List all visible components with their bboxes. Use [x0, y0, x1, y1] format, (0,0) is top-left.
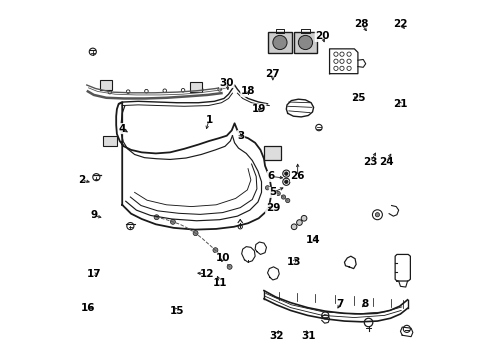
Circle shape	[272, 35, 286, 50]
Text: 7: 7	[336, 299, 343, 309]
FancyBboxPatch shape	[293, 32, 317, 54]
Text: 23: 23	[362, 157, 377, 167]
Circle shape	[298, 35, 312, 50]
Text: 25: 25	[350, 94, 365, 103]
FancyBboxPatch shape	[264, 146, 280, 160]
Circle shape	[212, 248, 218, 253]
Text: 5: 5	[269, 188, 276, 197]
Text: 29: 29	[265, 203, 280, 213]
FancyBboxPatch shape	[189, 82, 202, 92]
Text: 21: 21	[392, 99, 407, 109]
Circle shape	[226, 264, 232, 269]
Circle shape	[270, 188, 274, 192]
Circle shape	[291, 224, 296, 230]
Text: 11: 11	[212, 278, 226, 288]
Text: 32: 32	[268, 331, 283, 341]
Circle shape	[276, 192, 280, 195]
Circle shape	[154, 215, 159, 220]
Text: 30: 30	[219, 77, 234, 87]
Circle shape	[301, 215, 306, 221]
Text: 3: 3	[237, 131, 244, 141]
Text: 24: 24	[378, 157, 393, 167]
Text: 6: 6	[267, 171, 274, 181]
Text: 15: 15	[169, 306, 184, 316]
Text: 19: 19	[251, 104, 265, 114]
Circle shape	[284, 172, 287, 175]
Circle shape	[285, 198, 289, 203]
Circle shape	[374, 213, 379, 217]
Circle shape	[281, 195, 285, 199]
Text: 18: 18	[240, 86, 255, 96]
Text: 4: 4	[118, 123, 125, 134]
Circle shape	[296, 220, 302, 225]
Text: 27: 27	[265, 69, 280, 79]
FancyBboxPatch shape	[100, 80, 112, 90]
FancyBboxPatch shape	[103, 136, 117, 145]
Text: 28: 28	[353, 19, 368, 29]
Text: 10: 10	[216, 253, 230, 263]
Circle shape	[284, 180, 287, 184]
Text: 14: 14	[305, 235, 320, 245]
Text: 9: 9	[90, 211, 97, 220]
Text: 16: 16	[81, 303, 96, 312]
FancyBboxPatch shape	[268, 32, 291, 54]
Text: 13: 13	[286, 257, 301, 266]
Text: 1: 1	[205, 115, 212, 125]
Circle shape	[170, 219, 175, 224]
Text: 31: 31	[301, 331, 315, 341]
Text: 2: 2	[78, 175, 85, 185]
Text: 20: 20	[315, 31, 329, 41]
Text: 17: 17	[86, 269, 101, 279]
Text: 8: 8	[361, 299, 368, 309]
Text: 22: 22	[392, 19, 407, 29]
Text: 26: 26	[290, 171, 305, 181]
Circle shape	[193, 231, 198, 236]
Text: 12: 12	[200, 269, 214, 279]
Circle shape	[265, 186, 269, 190]
